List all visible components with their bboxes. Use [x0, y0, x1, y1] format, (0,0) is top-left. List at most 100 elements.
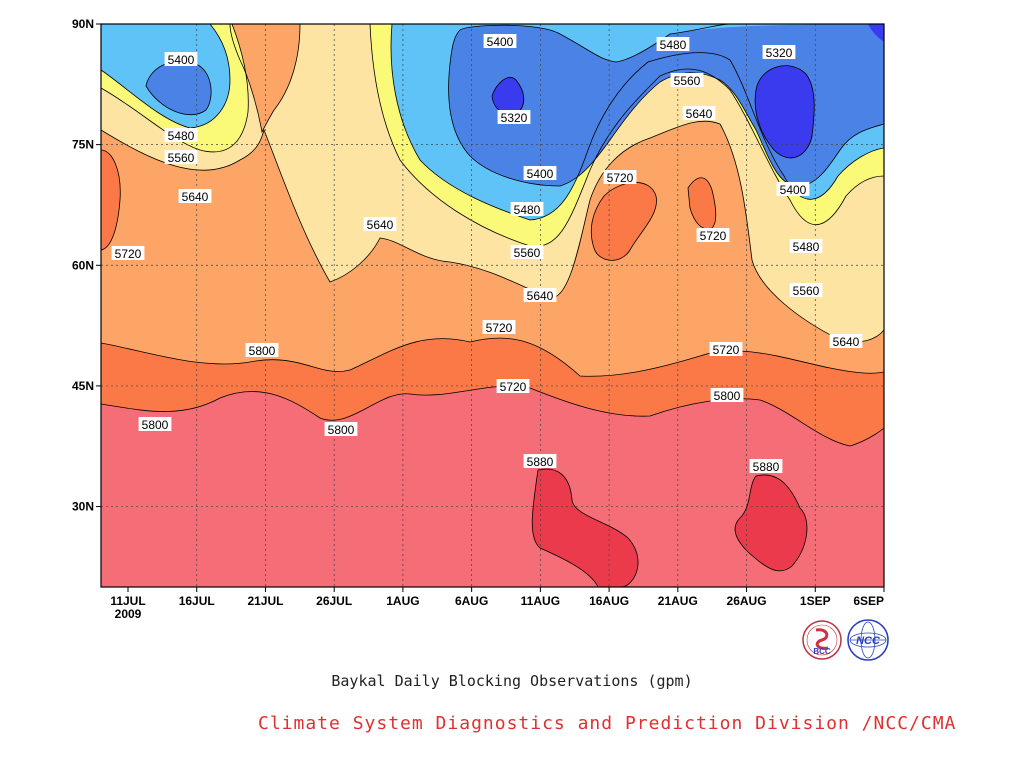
contour-label-bg [324, 422, 358, 436]
contour-label-bg [245, 343, 279, 357]
contour-line [145, 60, 212, 115]
contour-label-bg [523, 166, 557, 180]
contour-label: 5560 [789, 283, 823, 298]
contour-label-bg [497, 110, 531, 124]
patch-5720-left [101, 150, 121, 250]
contour-label-bg [164, 150, 198, 164]
contour-label-text: 5640 [527, 289, 554, 303]
contour-label-text: 5720 [115, 247, 142, 261]
contour-label-text: 5800 [714, 389, 741, 403]
x-tick-label: 11AUG [521, 594, 560, 608]
patch-5720-24aug [688, 177, 716, 229]
contour-label-text: 5320 [501, 111, 528, 125]
x-year-label: 2009 [115, 607, 142, 621]
contour-line [101, 149, 121, 251]
contour-label-text: 5480 [793, 240, 820, 254]
contour-label: 5640 [829, 334, 863, 349]
contour-label: 5400 [776, 182, 810, 197]
contour-label-bg [510, 245, 544, 259]
credit-line: Climate System Diagnostics and Predictio… [258, 713, 957, 734]
contour-label-bg [510, 202, 544, 216]
contour-label-bg [363, 217, 397, 231]
contour-label: 5720 [496, 379, 530, 394]
contour-label: 5640 [682, 106, 716, 121]
contour-line [531, 468, 639, 587]
core-5880-a [532, 469, 639, 587]
contour-label-bg [111, 246, 145, 260]
bcc-logo: BCC [802, 620, 842, 660]
contour-label: 5720 [111, 246, 145, 261]
svg-text:BCC: BCC [813, 647, 831, 656]
contour-line [101, 24, 249, 153]
contour-label: 5400 [523, 166, 557, 181]
contour-label-text: 5400 [527, 167, 554, 181]
contour-label: 5480 [656, 37, 690, 52]
contour-label-bg [523, 288, 557, 302]
ncc-logo: NCC [847, 619, 889, 661]
y-axis: 90N 75N 60N 45N 30N [72, 17, 101, 514]
contour-label-bg [789, 239, 823, 253]
contour-label-bg [749, 459, 783, 473]
contour-label: 5560 [164, 150, 198, 165]
plot-frame [100, 23, 885, 588]
y-tick-label: 45N [72, 379, 94, 393]
contour-label-text: 5880 [753, 460, 780, 474]
contour-label-text: 5480 [514, 203, 541, 217]
grid-lines [101, 24, 884, 587]
x-tick-label: 26JUL [316, 594, 352, 608]
contour-label: 5480 [164, 128, 198, 143]
contour-label-text: 5560 [793, 284, 820, 298]
band-5320-5400-left [146, 61, 212, 115]
contour-label-text: 5480 [660, 38, 687, 52]
contour-line [590, 182, 657, 261]
contour-label-bg [696, 228, 730, 242]
contour-label: 5800 [245, 343, 279, 358]
contour-label: 5880 [749, 459, 783, 474]
contour-label: 5720 [709, 342, 743, 357]
contour-label-text: 5560 [674, 74, 701, 88]
contour-label-text: 5800 [249, 344, 276, 358]
contour-label-text: 5640 [686, 107, 713, 121]
contour-label-bg [603, 170, 637, 184]
contour-label-text: 5640 [367, 218, 394, 232]
x-tick-label: 21AUG [658, 594, 698, 608]
contour-line [101, 337, 884, 377]
contour-label: 5880 [523, 454, 557, 469]
contour-label-text: 5720 [500, 380, 527, 394]
contour-label-text: 5720 [700, 229, 727, 243]
contour-label-bg [776, 182, 810, 196]
core-5320-a [492, 77, 524, 115]
contour-label-bg [710, 388, 744, 402]
contour-label-text: 5640 [182, 190, 209, 204]
y-tick-label: 30N [72, 500, 94, 514]
y-tick-label: 90N [72, 17, 94, 31]
contour-label-bg [164, 128, 198, 142]
contour-label-bg [709, 342, 743, 356]
contour-label: 5720 [482, 320, 516, 335]
contour-label-text: 5800 [328, 423, 355, 437]
x-tick-label: 16JUL [179, 594, 215, 608]
core-5320-b [755, 65, 815, 158]
contour-label-bg [138, 417, 172, 431]
core-5320-corner [868, 24, 884, 42]
contour-label: 5320 [762, 45, 796, 60]
contour-label-bg [789, 283, 823, 297]
contour-label-text: 5560 [168, 151, 195, 165]
contour-label: 5640 [178, 189, 212, 204]
patch-5640-21jul [230, 24, 300, 132]
contour-line [390, 24, 884, 221]
contour-line [754, 65, 815, 159]
contour-label: 5720 [696, 228, 730, 243]
contour-label: 5400 [483, 34, 517, 49]
x-tick-label: 16AUG [589, 594, 629, 608]
contour-label: 5320 [497, 110, 531, 125]
contour-label-text: 5400 [168, 53, 195, 67]
contour-label: 5560 [510, 245, 544, 260]
contour-label-bg [496, 379, 530, 393]
contour-label: 5800 [138, 417, 172, 432]
contour-label-text: 5720 [607, 171, 634, 185]
contour-line [229, 24, 301, 134]
contour-label-bg [178, 189, 212, 203]
contour-label: 5800 [710, 388, 744, 403]
